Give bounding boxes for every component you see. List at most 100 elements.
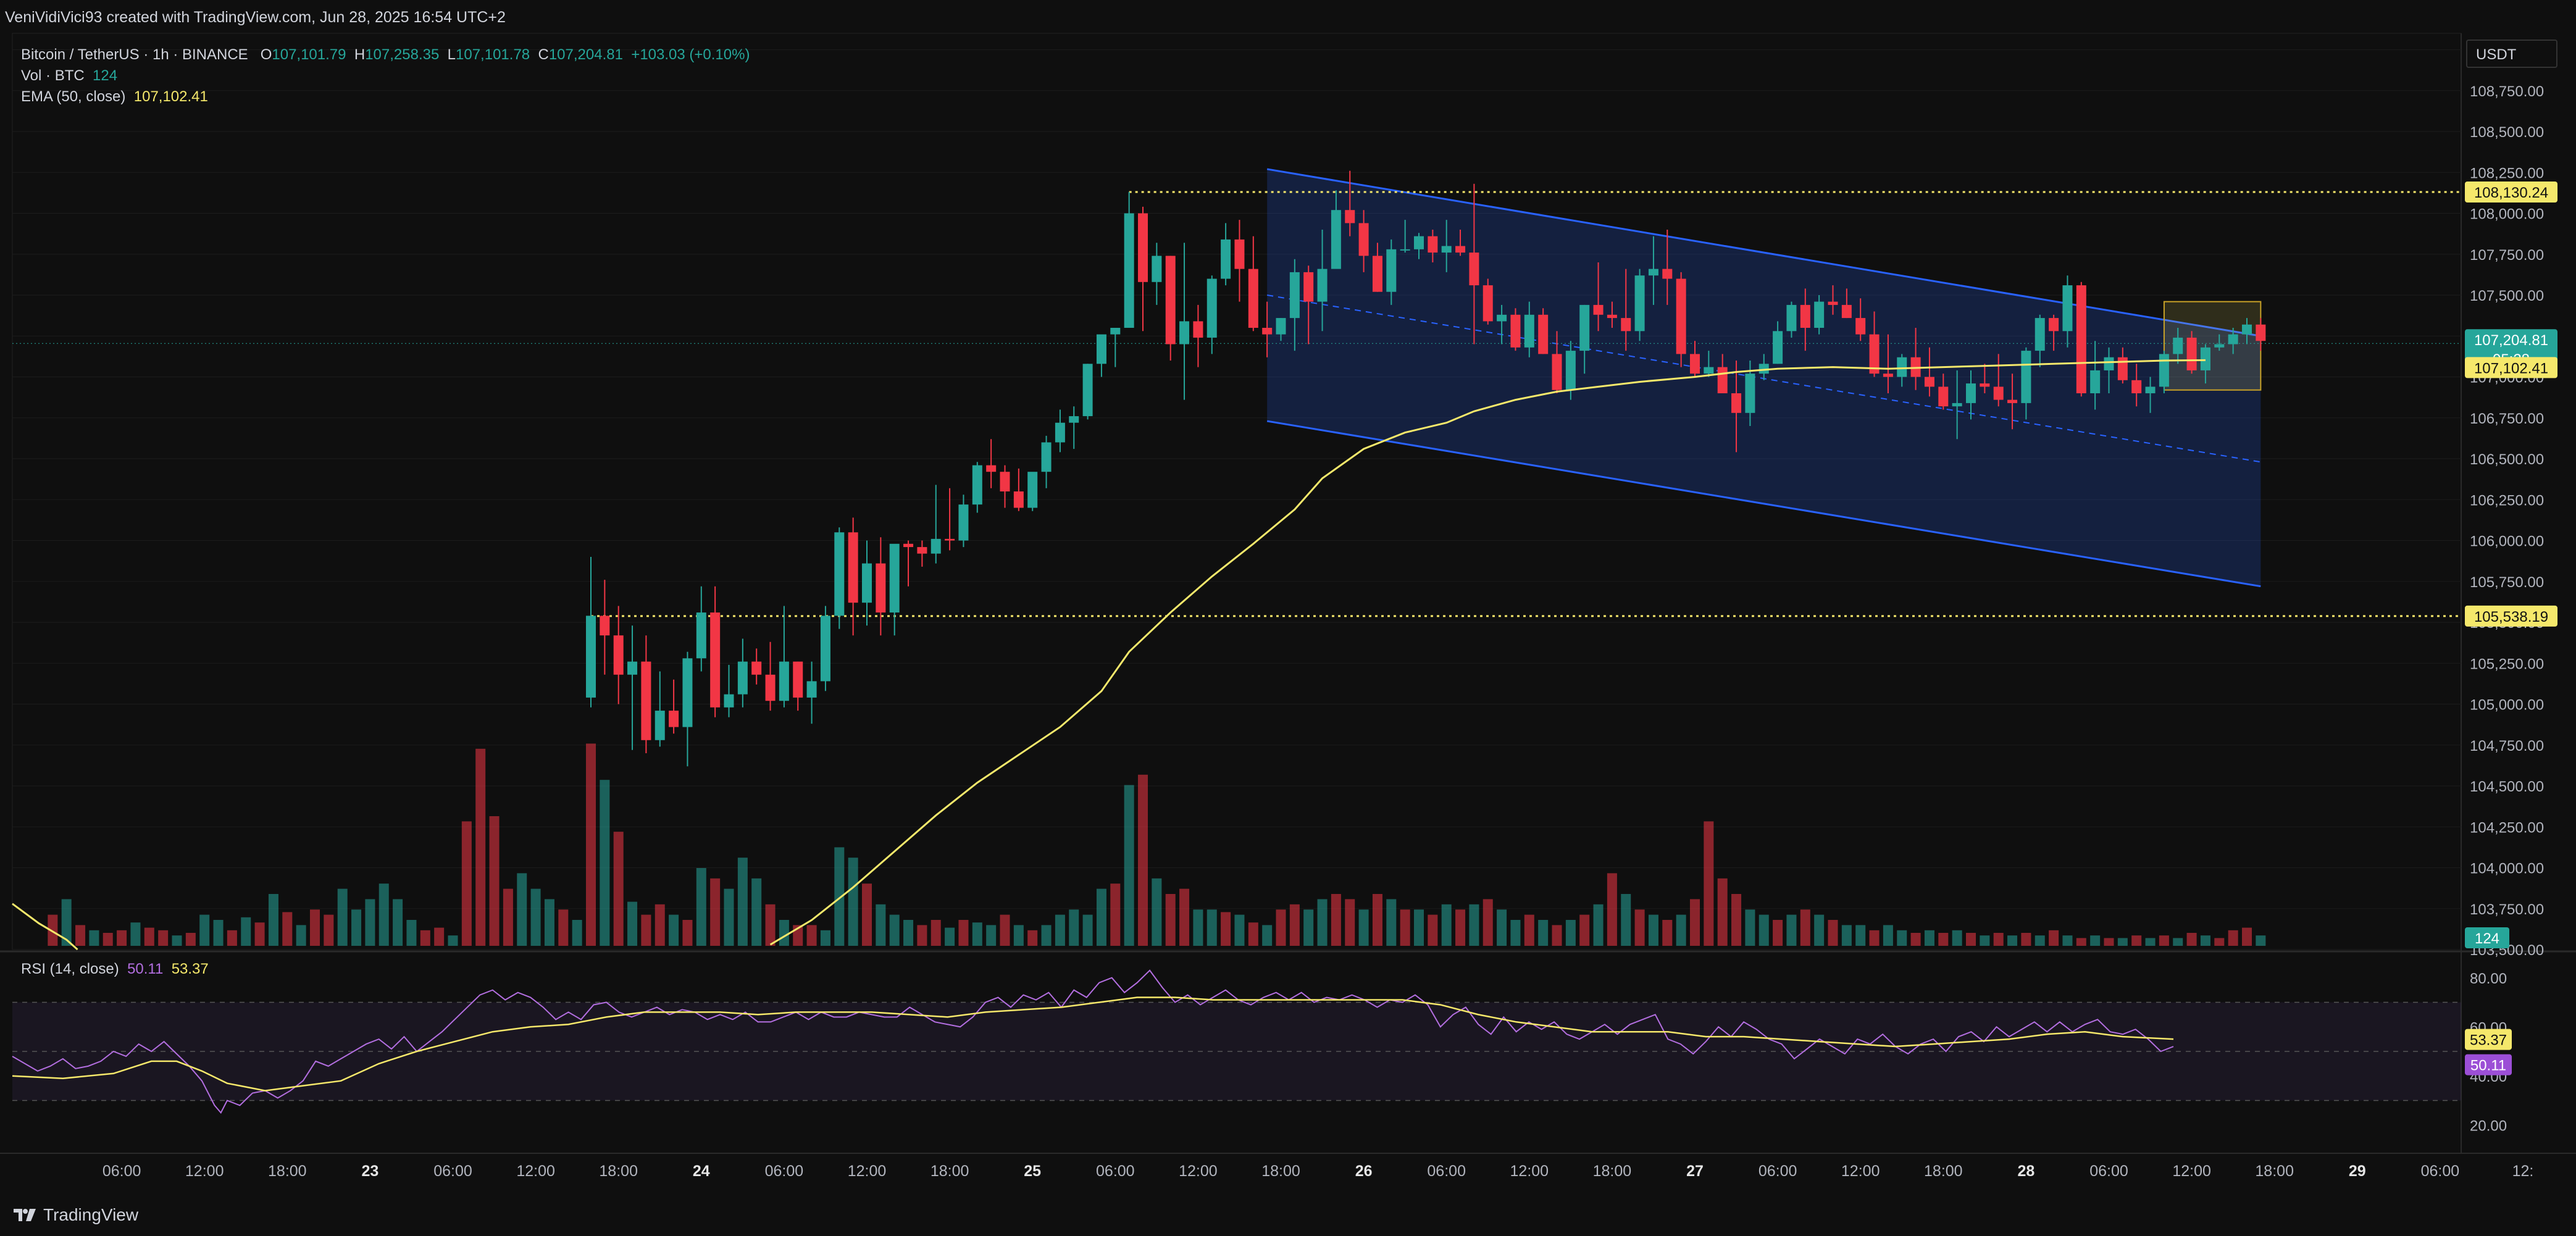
- candle: [1593, 304, 1604, 315]
- volume-bar: [2242, 927, 2252, 946]
- volume-bar: [2228, 930, 2238, 946]
- candle: [1993, 386, 2004, 400]
- candle: [1041, 442, 1052, 472]
- ema-price-label-box: [2465, 357, 2557, 378]
- candle: [2021, 351, 2031, 403]
- volume-bar: [848, 858, 858, 946]
- volume-bar: [75, 925, 86, 946]
- candle: [1400, 249, 1410, 251]
- volume-bar: [1179, 888, 1190, 946]
- candle: [710, 612, 721, 708]
- volume-row[interactable]: Vol · BTC 124: [21, 65, 750, 86]
- candle: [1013, 491, 1024, 508]
- volume-bar: [1303, 909, 1314, 946]
- candle: [1800, 304, 1810, 328]
- volume-label: Vol · BTC: [21, 67, 85, 84]
- volume-bar: [1055, 914, 1065, 946]
- open-value: 107,101.79: [272, 46, 346, 63]
- volume-bar: [1773, 920, 1783, 946]
- level-price-label-box: [2465, 605, 2557, 627]
- candle: [1234, 239, 1245, 269]
- price-tick-label: 104,000.00: [2470, 861, 2544, 877]
- candle: [1331, 210, 1341, 269]
- volume-bar: [378, 883, 389, 946]
- volume-bar: [434, 927, 445, 946]
- volume-bar: [1579, 914, 1590, 946]
- volume-bar: [1027, 930, 1038, 946]
- volume-bar: [1910, 933, 1921, 946]
- candle: [641, 661, 651, 740]
- candle: [1276, 318, 1286, 335]
- volume-bar: [2131, 935, 2142, 946]
- time-tick-label: 12:00: [848, 1163, 887, 1180]
- rsi-legend[interactable]: RSI (14, close) 50.11 53.37: [21, 961, 209, 978]
- candle: [2214, 344, 2225, 348]
- volume-bar: [117, 930, 127, 946]
- candle: [1897, 357, 1907, 377]
- candle: [1814, 301, 1825, 328]
- time-tick-label: 12:00: [1510, 1163, 1549, 1180]
- volume-bar: [61, 899, 72, 946]
- time-tick-label: 18:00: [1924, 1163, 1963, 1180]
- volume-bar: [586, 743, 596, 946]
- candle: [1000, 472, 1010, 491]
- candle: [1855, 318, 1866, 335]
- candle: [613, 635, 624, 675]
- volume-bar: [876, 904, 886, 946]
- volume-axis-label: 124: [2475, 930, 2499, 947]
- candle: [1469, 253, 1479, 286]
- volume-bar: [1924, 930, 1934, 946]
- candle: [1565, 351, 1576, 390]
- volume-bar: [2256, 935, 2266, 946]
- last-price-label: 107,204.81: [2474, 332, 2548, 349]
- volume-bar: [1648, 914, 1658, 946]
- ema-label: EMA (50, close): [21, 88, 126, 105]
- volume-bar: [1593, 904, 1604, 946]
- volume-bar: [227, 930, 237, 946]
- brand[interactable]: TradingView: [12, 1205, 138, 1225]
- volume-bar: [1828, 920, 1838, 946]
- volume-bar: [1469, 904, 1479, 946]
- volume-bar: [1786, 914, 1797, 946]
- volume-axis-box: [2465, 927, 2509, 948]
- price-tick-label: 104,500.00: [2470, 779, 2544, 795]
- volume-bar: [1372, 894, 1382, 946]
- rsi-label: RSI (14, close): [21, 961, 119, 977]
- volume-bar: [172, 935, 182, 946]
- rsi-axis-box: [2465, 1054, 2512, 1075]
- candle: [1428, 236, 1438, 253]
- candle: [958, 504, 969, 541]
- volume-bar: [1041, 925, 1052, 946]
- change-value: +103.03 (+0.10%): [631, 46, 750, 63]
- volume-bar: [1855, 925, 1866, 946]
- volume-bar: [2062, 935, 2073, 946]
- volume-bar: [1400, 909, 1410, 946]
- volume-bar: [102, 933, 113, 946]
- candle: [2117, 357, 2128, 380]
- time-tick-label: 25: [1024, 1163, 1041, 1180]
- volume-bar: [254, 922, 265, 946]
- volume-bar: [2104, 938, 2114, 946]
- candle: [1773, 331, 1783, 364]
- price-tick-label: 105,000.00: [2470, 697, 2544, 714]
- symbol-label[interactable]: Bitcoin / TetherUS · 1h · BINANCE: [21, 46, 248, 63]
- time-tick-label: 28: [2017, 1163, 2034, 1180]
- ema-row[interactable]: EMA (50, close) 107,102.41: [21, 86, 750, 107]
- candle: [1455, 246, 1466, 253]
- candle: [2159, 354, 2169, 387]
- high-label: H: [354, 46, 366, 63]
- rsi-ma-axis-label: 53.37: [2470, 1032, 2507, 1049]
- volume-bar: [185, 933, 196, 946]
- volume-bar: [296, 925, 306, 946]
- volume-bar: [1414, 909, 1424, 946]
- candle: [1027, 472, 1038, 508]
- time-tick-label: 18:00: [1593, 1163, 1632, 1180]
- candle: [627, 661, 638, 675]
- volume-bar: [1069, 909, 1079, 946]
- volume-bar: [530, 888, 541, 946]
- volume-bar: [1634, 909, 1645, 946]
- volume-bar: [1358, 909, 1369, 946]
- volume-bar: [144, 927, 154, 946]
- currency-selector[interactable]: USDT: [2466, 40, 2557, 68]
